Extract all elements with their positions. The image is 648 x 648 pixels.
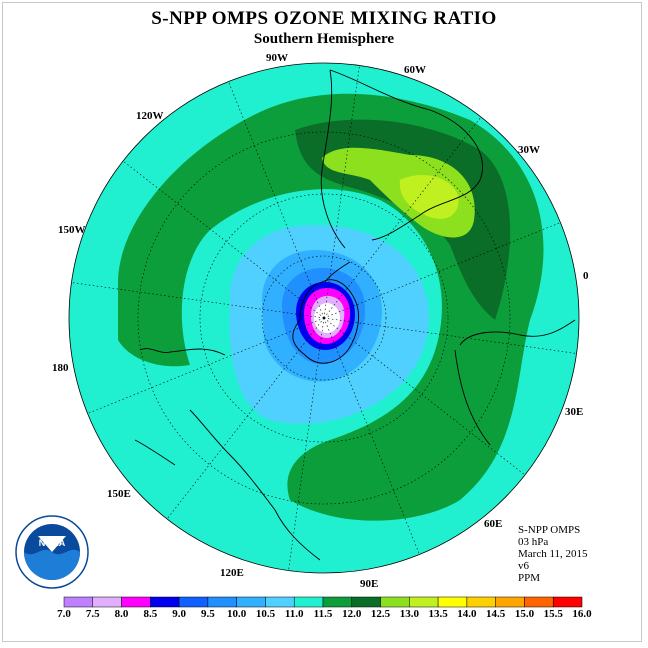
colorbar-tick-label: 13.5 bbox=[428, 608, 448, 620]
colorbar-swatch bbox=[466, 596, 496, 608]
ozone-field bbox=[69, 63, 579, 573]
meridian-line bbox=[71, 282, 325, 319]
colorbar-swatch bbox=[178, 596, 209, 608]
meridian-line bbox=[323, 317, 577, 354]
meridian-line bbox=[288, 317, 325, 571]
colorbar-tick-label: 16.0 bbox=[572, 608, 592, 620]
info-date: March 11, 2015 bbox=[518, 548, 588, 560]
colorbar-tick-label: 14.0 bbox=[457, 608, 477, 620]
colorbar-tick-label: 8.0 bbox=[114, 608, 129, 620]
colorbar-tick-label: 9.0 bbox=[172, 608, 186, 620]
lon-label-180: 180 bbox=[52, 362, 69, 374]
pole-region bbox=[314, 303, 340, 333]
meridian-line bbox=[87, 317, 325, 414]
lon-label-30e: 30E bbox=[565, 406, 584, 418]
meridian-line bbox=[166, 317, 325, 520]
colorbar-swatch bbox=[351, 596, 381, 608]
meridian-line bbox=[122, 160, 325, 319]
colorbar-swatch bbox=[437, 596, 468, 608]
colorbar-tick-label: 14.5 bbox=[486, 608, 506, 620]
colorbar-swatch bbox=[236, 596, 266, 608]
colorbar-swatch bbox=[524, 596, 554, 608]
colorbar-tick-label: 12.5 bbox=[370, 608, 391, 620]
colorbar-tick-label: 11.0 bbox=[284, 608, 304, 620]
lon-label-120w: 120W bbox=[136, 110, 164, 122]
colorbar-tick-label: 7.5 bbox=[85, 608, 100, 620]
colorbar-swatch bbox=[409, 596, 439, 608]
graticule bbox=[71, 65, 577, 571]
colorbar-swatch bbox=[293, 596, 324, 608]
ozone-high-13 bbox=[399, 175, 459, 219]
colorbar-tick-label: 12.0 bbox=[342, 608, 362, 620]
coastlines bbox=[134, 69, 576, 561]
colorbar-tick-label: 11.5 bbox=[313, 608, 333, 620]
colorbar-tick-label: 10.0 bbox=[227, 608, 247, 620]
colorbar-swatch bbox=[92, 596, 122, 608]
colorbar-tick-label: 13.0 bbox=[399, 608, 419, 620]
colorbar-tick-label: 9.5 bbox=[201, 608, 215, 620]
info-instrument: S-NPP OMPS bbox=[518, 524, 581, 536]
africa-south bbox=[459, 319, 576, 346]
lon-label-90w: 90W bbox=[266, 52, 288, 64]
lon-label-60e: 60E bbox=[484, 518, 503, 530]
antarctic-peninsula bbox=[324, 261, 351, 283]
meridians bbox=[71, 65, 577, 571]
colorbar-swatch bbox=[322, 596, 353, 608]
lon-label-30w: 30W bbox=[518, 144, 540, 156]
colorbar-swatch bbox=[552, 596, 583, 608]
colorbar-swatch bbox=[207, 596, 237, 608]
south-america-west-coast bbox=[320, 69, 346, 249]
map-border bbox=[68, 62, 580, 574]
colorbar-swatch bbox=[121, 596, 151, 608]
meridian-line bbox=[323, 65, 360, 319]
colorbar-swatch bbox=[265, 596, 295, 608]
latitude-circle bbox=[199, 193, 449, 443]
lon-label-60w: 60W bbox=[404, 64, 426, 76]
lon-label-120e: 120E bbox=[220, 567, 244, 579]
colorbar bbox=[63, 596, 583, 608]
colorbar-tick-label: 15.0 bbox=[514, 608, 535, 620]
colorbar-swatch bbox=[380, 596, 410, 608]
noaa-logo: NOAA bbox=[15, 515, 89, 589]
colorbar-tick-label: 8.5 bbox=[143, 608, 158, 620]
latitude-circle bbox=[261, 255, 387, 381]
colorbar-swatch bbox=[150, 596, 180, 608]
australia-coast bbox=[189, 409, 321, 561]
lon-label-90e: 90E bbox=[360, 578, 379, 590]
map-title: S-NPP OMPS OZONE MIXING RATIO bbox=[151, 8, 497, 29]
latitude-circle bbox=[137, 131, 511, 505]
south-america-east-coast bbox=[329, 69, 483, 241]
colorbar-swatch bbox=[63, 596, 94, 608]
noaa-logo-text: NOAA bbox=[39, 538, 66, 548]
lon-label-150w: 150W bbox=[58, 224, 86, 236]
colorbar-tick-label: 10.5 bbox=[255, 608, 276, 620]
info-version: v6 bbox=[518, 560, 529, 572]
colorbar-swatch bbox=[495, 596, 525, 608]
info-block: S-NPP OMPS 03 hPa March 11, 2015 v6 PPM bbox=[518, 524, 588, 584]
info-units: PPM bbox=[518, 572, 541, 584]
colorbar-tick-label: 15.5 bbox=[543, 608, 563, 620]
meridian-line bbox=[228, 81, 325, 319]
lon-label-0: 0 bbox=[583, 270, 589, 282]
lon-label-150e: 150E bbox=[107, 488, 131, 500]
meridian-line bbox=[323, 222, 561, 319]
meridian-line bbox=[323, 317, 420, 555]
meridian-line bbox=[323, 317, 526, 476]
colorbar-tick-label: 7.0 bbox=[57, 608, 71, 620]
new-zealand bbox=[139, 348, 226, 356]
meridian-line bbox=[323, 116, 482, 319]
figure-frame bbox=[2, 2, 642, 642]
australia-west bbox=[134, 439, 176, 466]
africa-east bbox=[454, 349, 491, 446]
antarctica-coast bbox=[292, 279, 359, 364]
map-subtitle: Southern Hemisphere bbox=[253, 31, 395, 47]
info-level: 03 hPa bbox=[518, 536, 549, 548]
